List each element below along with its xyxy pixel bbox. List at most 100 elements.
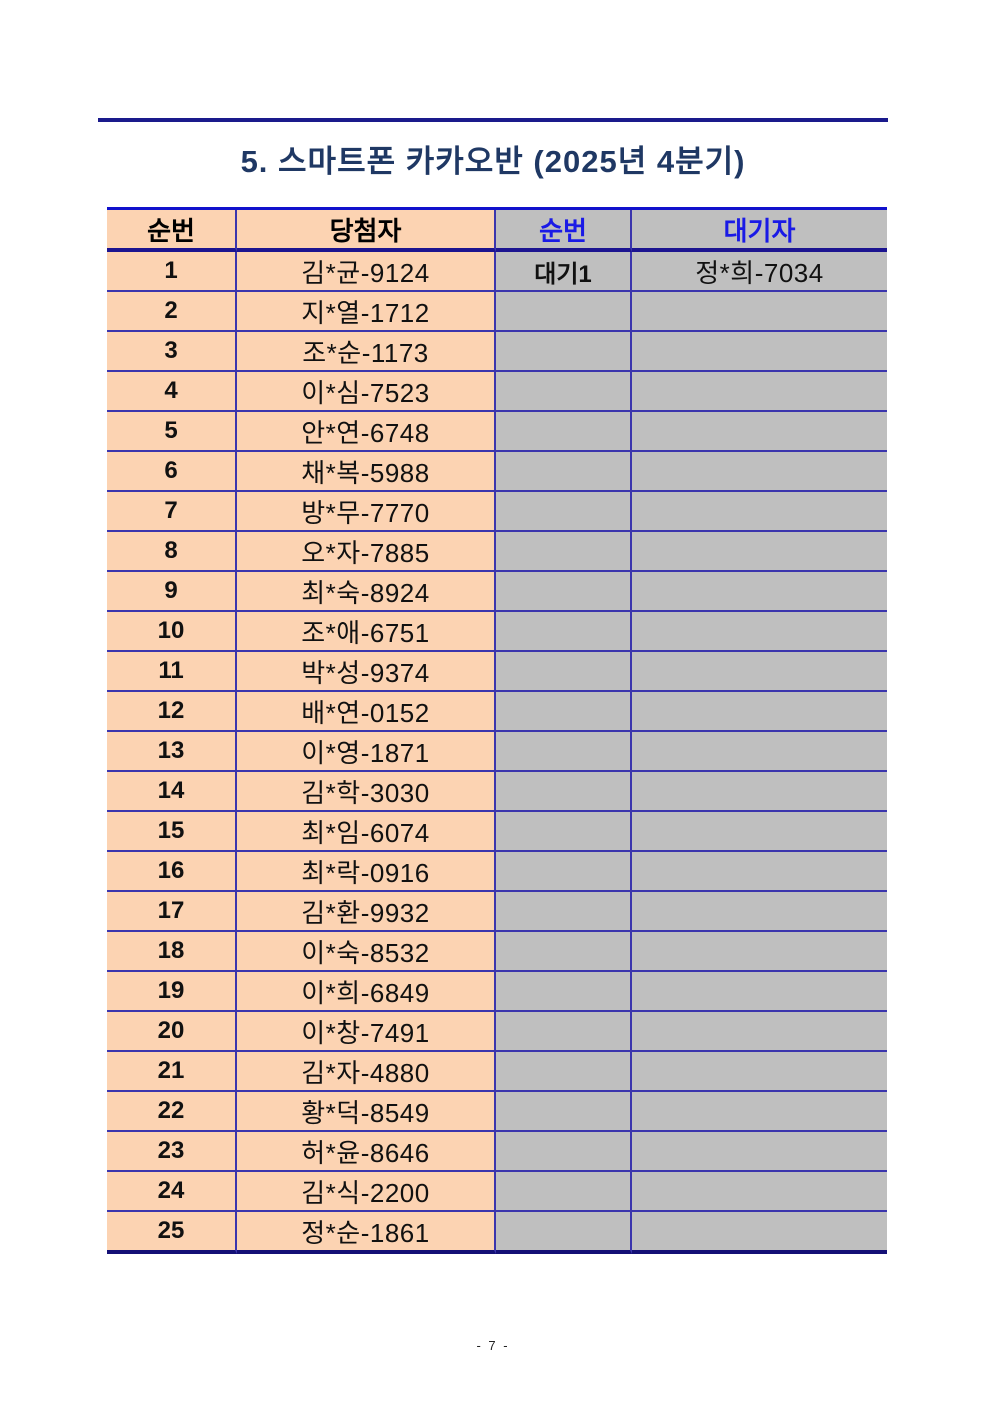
winner-no-cell: 6: [107, 452, 237, 492]
wait-name-cell: [632, 372, 887, 412]
wait-no-cell: [496, 1092, 632, 1132]
roster-grid: 순번 당첨자 순번 대기자 1 김*균-9124 대기1 정*희-7034 2 지*열-1…: [107, 207, 887, 1254]
wait-no-cell: [496, 1132, 632, 1172]
header-wait-name: 대기자: [632, 210, 887, 252]
winner-no-cell: 10: [107, 612, 237, 652]
wait-no-cell: [496, 1052, 632, 1092]
wait-no-cell: [496, 572, 632, 612]
wait-no-cell: [496, 772, 632, 812]
winner-no-cell: 5: [107, 412, 237, 452]
winner-name-cell: 오*자-7885: [237, 532, 496, 572]
wait-no-cell: [496, 972, 632, 1012]
winner-name-cell: 이*영-1871: [237, 732, 496, 772]
wait-no-cell: [496, 372, 632, 412]
winner-no-cell: 23: [107, 1132, 237, 1172]
wait-name-cell: [632, 812, 887, 852]
winner-name-cell: 이*희-6849: [237, 972, 496, 1012]
wait-name-cell: [632, 1212, 887, 1254]
wait-no-cell: [496, 492, 632, 532]
winner-no-cell: 8: [107, 532, 237, 572]
winner-name-cell: 김*자-4880: [237, 1052, 496, 1092]
wait-name-cell: [632, 492, 887, 532]
winner-no-cell: 20: [107, 1012, 237, 1052]
wait-name-cell: [632, 732, 887, 772]
winner-no-cell: 11: [107, 652, 237, 692]
winner-name-cell: 허*윤-8646: [237, 1132, 496, 1172]
wait-name-cell: [632, 852, 887, 892]
wait-name-cell: [632, 892, 887, 932]
winner-name-cell: 김*균-9124: [237, 252, 496, 292]
winner-name-cell: 안*연-6748: [237, 412, 496, 452]
wait-name-cell: [632, 1132, 887, 1172]
winner-no-cell: 12: [107, 692, 237, 732]
winner-no-cell: 16: [107, 852, 237, 892]
header-winner-name: 당첨자: [237, 210, 496, 252]
winner-name-cell: 배*연-0152: [237, 692, 496, 732]
header-wait-no: 순번: [496, 210, 632, 252]
wait-no-cell: [496, 932, 632, 972]
wait-name-cell: [632, 1052, 887, 1092]
wait-no-cell: 대기1: [496, 252, 632, 292]
wait-no-cell: [496, 1212, 632, 1254]
wait-no-cell: [496, 812, 632, 852]
winner-no-cell: 13: [107, 732, 237, 772]
winner-name-cell: 최*임-6074: [237, 812, 496, 852]
winner-name-cell: 조*애-6751: [237, 612, 496, 652]
wait-no-cell: [496, 692, 632, 732]
winner-no-cell: 1: [107, 252, 237, 292]
wait-name-cell: [632, 572, 887, 612]
header-winner-no: 순번: [107, 210, 237, 252]
winner-no-cell: 17: [107, 892, 237, 932]
wait-no-cell: [496, 332, 632, 372]
winner-no-cell: 24: [107, 1172, 237, 1212]
winner-name-cell: 지*열-1712: [237, 292, 496, 332]
wait-name-cell: [632, 932, 887, 972]
winner-no-cell: 7: [107, 492, 237, 532]
wait-name-cell: [632, 1012, 887, 1052]
winner-no-cell: 15: [107, 812, 237, 852]
wait-name-cell: [632, 652, 887, 692]
winner-no-cell: 18: [107, 932, 237, 972]
winner-no-cell: 2: [107, 292, 237, 332]
winner-no-cell: 3: [107, 332, 237, 372]
wait-no-cell: [496, 1012, 632, 1052]
page-title: 5. 스마트폰 카카오반 (2025년 4분기): [240, 144, 746, 179]
winner-no-cell: 19: [107, 972, 237, 1012]
wait-name-cell: [632, 612, 887, 652]
winner-name-cell: 방*무-7770: [237, 492, 496, 532]
winner-name-cell: 조*순-1173: [237, 332, 496, 372]
wait-name-cell: [632, 692, 887, 732]
winner-no-cell: 9: [107, 572, 237, 612]
wait-no-cell: [496, 852, 632, 892]
winner-no-cell: 21: [107, 1052, 237, 1092]
wait-no-cell: [496, 292, 632, 332]
wait-name-cell: [632, 1092, 887, 1132]
winner-no-cell: 25: [107, 1212, 237, 1254]
winner-name-cell: 박*성-9374: [237, 652, 496, 692]
wait-no-cell: [496, 652, 632, 692]
winner-name-cell: 이*창-7491: [237, 1012, 496, 1052]
page-number: - 7 -: [476, 1338, 510, 1353]
winner-name-cell: 김*학-3030: [237, 772, 496, 812]
winner-name-cell: 황*덕-8549: [237, 1092, 496, 1132]
wait-name-cell: [632, 772, 887, 812]
top-rule-divider: [98, 118, 888, 122]
wait-name-cell: [632, 412, 887, 452]
winner-name-cell: 정*순-1861: [237, 1212, 496, 1254]
wait-no-cell: [496, 412, 632, 452]
wait-name-cell: [632, 972, 887, 1012]
wait-name-cell: 정*희-7034: [632, 252, 887, 292]
winner-name-cell: 이*심-7523: [237, 372, 496, 412]
winner-no-cell: 22: [107, 1092, 237, 1132]
wait-name-cell: [632, 332, 887, 372]
wait-no-cell: [496, 452, 632, 492]
winner-name-cell: 김*식-2200: [237, 1172, 496, 1212]
wait-no-cell: [496, 892, 632, 932]
winner-name-cell: 최*숙-8924: [237, 572, 496, 612]
winner-name-cell: 채*복-5988: [237, 452, 496, 492]
winner-name-cell: 이*숙-8532: [237, 932, 496, 972]
winner-no-cell: 4: [107, 372, 237, 412]
wait-name-cell: [632, 452, 887, 492]
winner-no-cell: 14: [107, 772, 237, 812]
